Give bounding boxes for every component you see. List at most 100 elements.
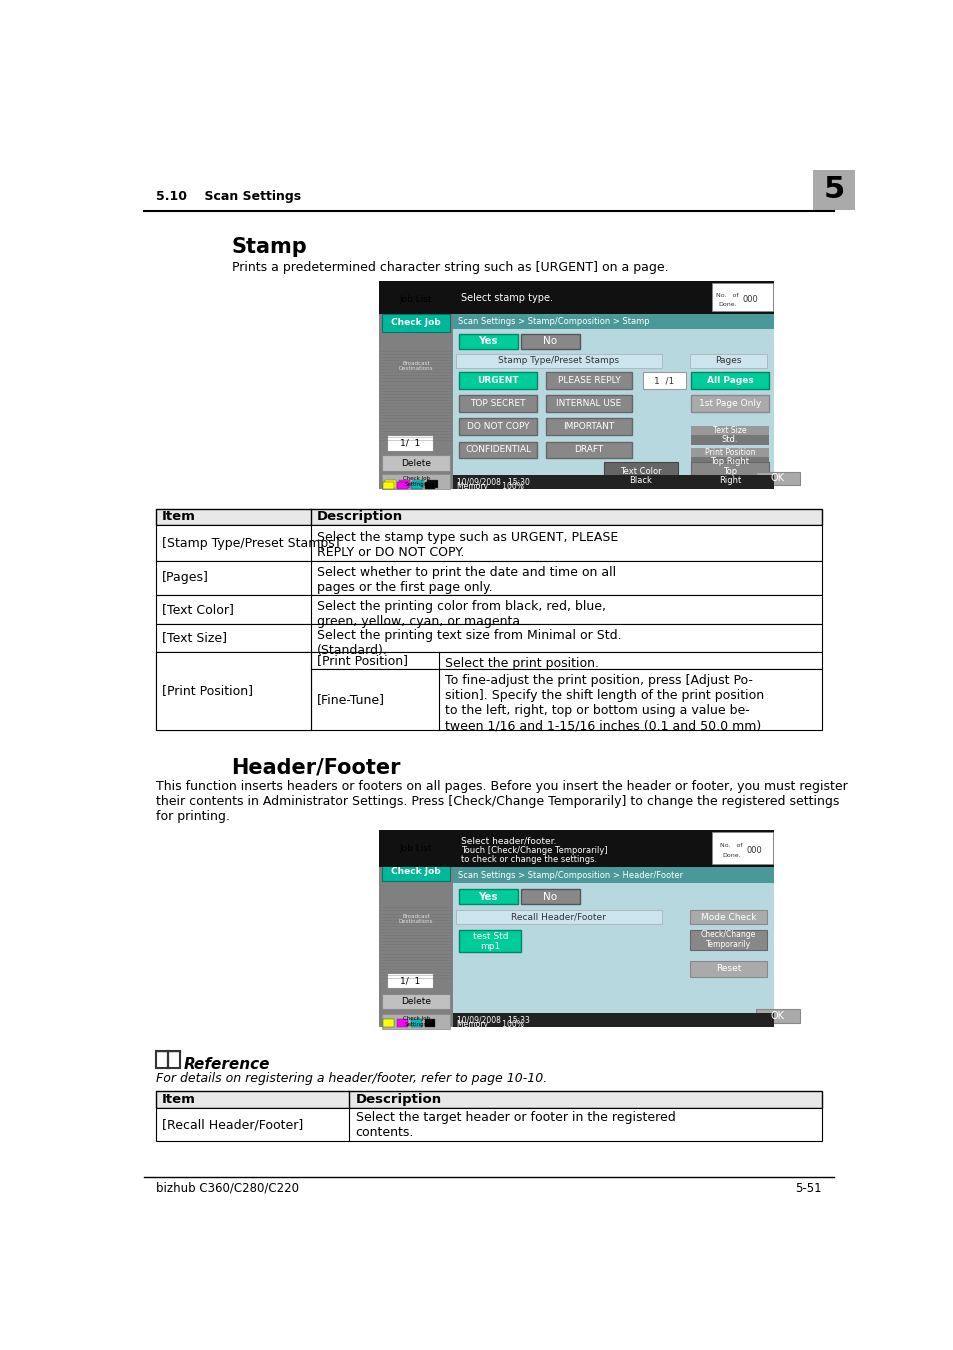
Bar [381,313,450,332]
Bar [691,373,768,389]
Bar [381,840,450,859]
Text: [Fine-Tune]: [Fine-Tune] [316,693,384,706]
Bar [642,373,685,389]
Text: Print Position: Print Position [704,448,755,456]
Text: [Text Color]: [Text Color] [162,603,233,616]
Text: 5.10    Scan Settings: 5.10 Scan Settings [155,190,300,202]
Bar [381,994,450,1008]
Text: Description: Description [316,510,402,524]
Bar [691,396,768,412]
Bar [459,441,537,459]
Bar [453,313,773,329]
Text: To fine-adjust the print position, press [Adjust Po-
sition]. Specify the shift : To fine-adjust the print position, press… [444,674,763,732]
Bar [398,481,410,487]
Bar [521,888,579,905]
Bar [386,973,433,988]
Bar [456,910,661,925]
Text: Select the printing color from black, red, blue,
green, yellow, cyan, or magenta: Select the printing color from black, re… [316,601,605,628]
Text: Header/Footer: Header/Footer [232,757,400,778]
Text: [Stamp Type/Preset Stamps]: [Stamp Type/Preset Stamps] [162,537,339,549]
Bar [459,418,537,435]
Bar [381,474,450,489]
Text: Check Job
Settings: Check Job Settings [402,1017,429,1027]
Text: Job List: Job List [399,296,432,304]
Bar [711,832,772,864]
Bar [155,560,821,595]
Bar [424,482,435,489]
Bar [378,281,773,489]
Bar [453,1012,773,1027]
Text: 5: 5 [822,176,843,204]
Text: Broadcast
Destinations: Broadcast Destinations [398,914,433,925]
Text: CONFIDENTIAL: CONFIDENTIAL [465,446,531,455]
Text: Std.: Std. [720,436,738,444]
Bar [385,481,395,487]
Text: 000: 000 [742,296,758,304]
Bar [459,888,517,905]
Text: to check or change the settings.: to check or change the settings. [460,855,597,864]
Text: OK: OK [770,474,784,483]
Bar [546,418,631,435]
Text: Top: Top [722,467,737,477]
Text: Mode Check: Mode Check [700,913,756,922]
Bar [155,1050,168,1068]
Text: Stamp: Stamp [232,238,307,258]
Text: bizhub C360/C280/C220: bizhub C360/C280/C220 [155,1181,298,1195]
Text: Item: Item [162,510,195,524]
Text: 1  /1: 1 /1 [653,377,674,385]
Bar [453,883,773,1027]
Bar [689,961,766,976]
Text: Select the target header or footer in the registered
contents.: Select the target header or footer in th… [355,1111,675,1139]
Text: Yes: Yes [477,891,497,902]
Text: Select stamp type.: Select stamp type. [460,293,553,304]
Text: Done.: Done. [721,852,740,857]
Bar [378,830,773,1027]
Text: INTERNAL USE: INTERNAL USE [556,400,620,408]
Bar [155,624,821,652]
Text: Top Right: Top Right [710,458,749,466]
Text: Reset: Reset [715,964,740,973]
Bar [691,435,768,444]
Bar [155,509,821,525]
Text: No.   of: No. of [720,844,742,848]
Bar [521,333,579,350]
Text: 000: 000 [746,846,761,855]
Text: [Text Size]: [Text Size] [162,632,227,644]
Text: DRAFT: DRAFT [574,446,603,455]
Text: 1/  1: 1/ 1 [399,976,419,986]
Text: Yes: Yes [477,336,497,347]
Bar [382,1019,394,1027]
Bar [459,930,521,952]
Text: Stamp Type/Preset Stamps: Stamp Type/Preset Stamps [497,356,618,365]
Bar [396,482,407,489]
Text: Select the printing text size from Minimal or Std.
(Standard).: Select the printing text size from Minim… [316,629,620,657]
Text: Job List: Job List [399,844,432,853]
Text: Select header/footer.: Select header/footer. [460,837,556,845]
Text: Recall Header/Footer: Recall Header/Footer [511,913,605,922]
Text: OK: OK [770,1011,784,1021]
Bar [155,652,311,730]
Text: [Recall Header/Footer]: [Recall Header/Footer] [162,1118,303,1131]
Bar [689,930,766,949]
Text: PLEASE REPLY: PLEASE REPLY [557,377,619,385]
Text: All Pages: All Pages [706,377,753,385]
Text: 5-51: 5-51 [795,1181,821,1195]
Bar [155,652,821,668]
Bar [691,427,768,435]
Bar [378,830,773,867]
Bar [711,284,772,310]
Text: Memory      100%: Memory 100% [456,482,523,491]
Text: Delete: Delete [400,996,431,1006]
Bar [382,482,394,489]
Text: Text Size: Text Size [713,427,746,435]
Text: test Std
mp1: test Std mp1 [473,931,508,950]
Bar [755,471,800,486]
Text: Scan Settings > Stamp/Composition > Stamp: Scan Settings > Stamp/Composition > Stam… [457,317,649,325]
Bar [755,1008,800,1023]
Bar [155,668,821,730]
Bar [691,456,768,466]
Text: Select the print position.: Select the print position. [444,657,598,670]
Text: Item: Item [162,1092,195,1106]
Bar [396,1019,407,1027]
Bar [459,373,537,389]
